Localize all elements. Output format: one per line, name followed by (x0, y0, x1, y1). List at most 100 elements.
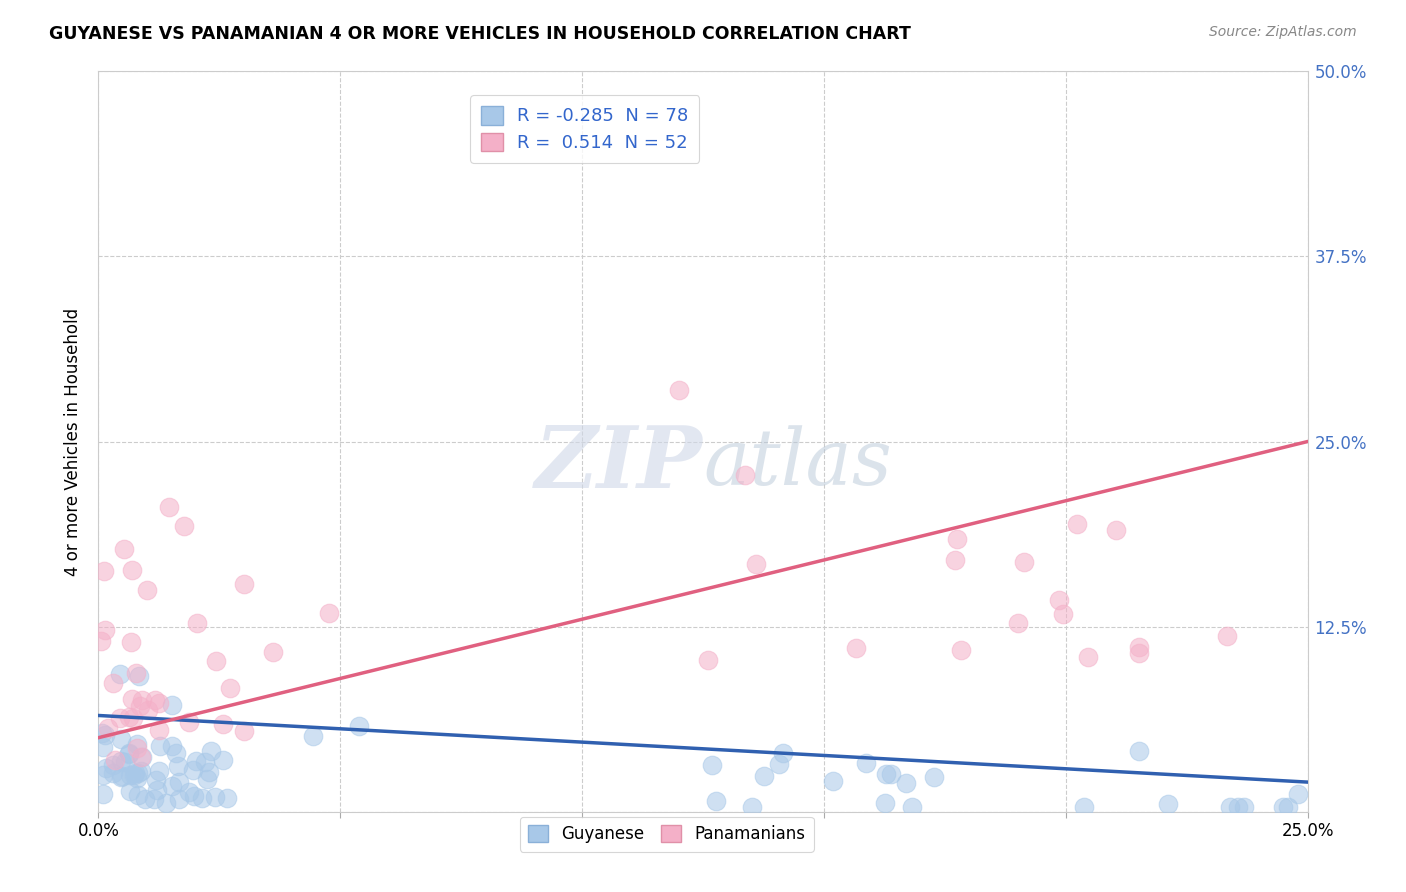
Point (704, 794, 727, 808)
Point (1216, 629, 1239, 643)
Point (122, 768, 145, 782)
Point (114, 755, 136, 769)
Point (741, 800, 763, 814)
Point (219, 681, 242, 695)
Point (103, 753, 125, 767)
Point (94, 623, 117, 637)
Point (142, 792, 165, 806)
Point (145, 772, 167, 787)
Point (131, 692, 153, 706)
Point (110, 770, 132, 784)
Point (173, 519, 195, 533)
Point (179, 785, 201, 799)
Point (112, 542, 135, 557)
Point (1047, 592, 1070, 607)
Point (166, 759, 188, 773)
Point (167, 792, 190, 806)
Point (855, 756, 877, 770)
Point (90, 634, 112, 648)
Point (183, 789, 205, 803)
Point (901, 800, 924, 814)
Point (146, 783, 169, 797)
Point (160, 698, 183, 713)
Point (744, 557, 766, 571)
Point (121, 691, 143, 706)
Point (845, 641, 868, 656)
Point (127, 765, 149, 780)
Point (1272, 800, 1295, 814)
Text: Source: ZipAtlas.com: Source: ZipAtlas.com (1209, 25, 1357, 39)
Point (101, 675, 124, 690)
Point (1007, 616, 1029, 631)
Point (108, 667, 131, 681)
Point (110, 731, 132, 746)
Point (122, 711, 145, 725)
Y-axis label: 4 or more Vehicles in Household: 4 or more Vehicles in Household (65, 308, 83, 575)
Point (212, 753, 235, 767)
Point (946, 533, 969, 547)
Point (696, 652, 718, 666)
Point (148, 739, 170, 753)
Point (1277, 800, 1299, 814)
Point (772, 747, 794, 761)
Point (232, 577, 254, 591)
Point (212, 717, 235, 731)
Point (186, 616, 208, 631)
Point (1052, 607, 1074, 621)
Point (1233, 800, 1256, 814)
Point (1073, 800, 1095, 814)
Point (204, 789, 226, 804)
Text: atlas: atlas (703, 425, 891, 502)
Point (1128, 640, 1150, 655)
Point (120, 635, 142, 649)
Point (91, 768, 114, 782)
Point (318, 606, 340, 620)
Point (217, 791, 239, 805)
Point (91, 787, 114, 801)
Point (1077, 650, 1099, 665)
Point (91, 740, 114, 755)
Point (127, 771, 149, 785)
Point (110, 754, 132, 768)
Point (101, 757, 124, 772)
Point (194, 755, 217, 769)
Point (143, 693, 166, 707)
Point (668, 383, 690, 397)
Point (162, 739, 184, 753)
Point (118, 784, 141, 798)
Point (821, 773, 844, 788)
Point (873, 796, 896, 810)
Point (190, 790, 212, 805)
Point (155, 796, 177, 810)
Point (108, 711, 131, 725)
Point (121, 563, 143, 577)
Point (118, 710, 141, 724)
Point (118, 768, 141, 782)
Point (148, 696, 170, 710)
Point (94, 761, 117, 775)
Point (91, 726, 114, 740)
Point (94, 728, 117, 742)
Point (118, 747, 141, 761)
Point (167, 775, 190, 789)
Point (148, 723, 170, 737)
Point (127, 788, 149, 802)
Point (148, 764, 170, 778)
Point (93, 564, 115, 578)
Point (1226, 800, 1249, 814)
Point (1219, 800, 1241, 814)
Point (135, 582, 157, 597)
Point (1128, 646, 1150, 660)
Point (1105, 524, 1128, 538)
Point (129, 699, 152, 714)
Point (880, 767, 903, 781)
Point (184, 754, 207, 768)
Point (125, 665, 148, 680)
Point (1157, 797, 1180, 812)
Point (232, 723, 254, 738)
Point (97, 721, 120, 735)
Point (101, 766, 124, 780)
Point (1012, 555, 1035, 569)
Point (160, 779, 183, 793)
Point (200, 744, 222, 758)
